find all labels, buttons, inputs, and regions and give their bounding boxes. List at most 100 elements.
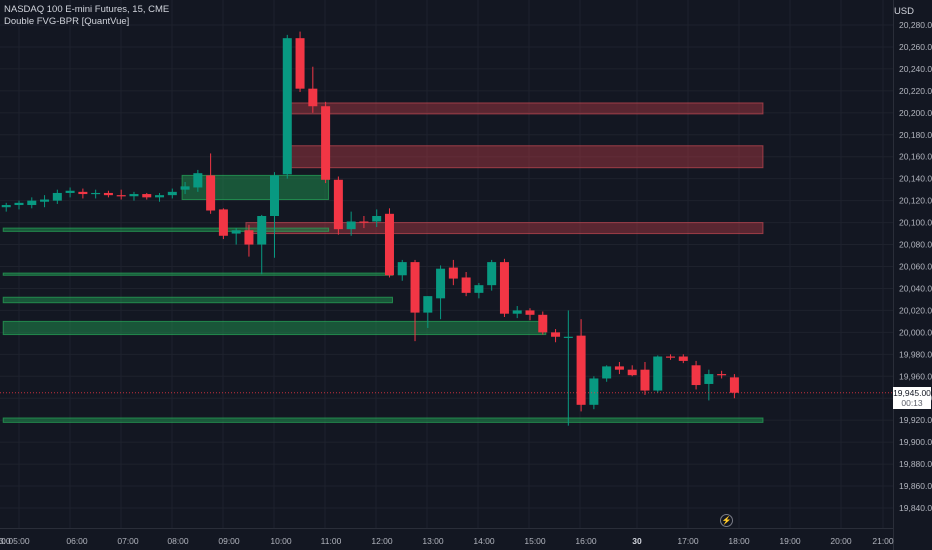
price-tick-label: 20,140.00 bbox=[899, 174, 932, 184]
lightning-icon[interactable]: ⚡ bbox=[720, 514, 733, 527]
price-tick-label: 20,080.00 bbox=[899, 240, 932, 250]
candle-body bbox=[576, 335, 586, 405]
fvg-zones bbox=[2, 102, 764, 423]
candle bbox=[717, 370, 727, 379]
candle-body bbox=[448, 267, 458, 279]
time-tick-label: 07:00 bbox=[117, 536, 139, 546]
candle-body bbox=[359, 221, 369, 223]
time-tick-label: 17:00 bbox=[677, 536, 699, 546]
candle bbox=[78, 188, 88, 199]
candle bbox=[397, 259, 407, 281]
price-tick-label: 20,200.00 bbox=[899, 108, 932, 118]
bearish-fvg-zone bbox=[283, 145, 764, 169]
candle-body bbox=[155, 195, 165, 198]
candle bbox=[1, 202, 11, 212]
candle-body bbox=[653, 356, 663, 391]
candle-body bbox=[538, 314, 548, 333]
candle-body bbox=[321, 106, 331, 180]
candle bbox=[270, 172, 279, 258]
price-tick-label: 20,240.00 bbox=[899, 64, 932, 74]
candle bbox=[436, 265, 446, 320]
candle-body bbox=[640, 369, 650, 391]
candle bbox=[167, 188, 177, 199]
candle-body bbox=[282, 38, 292, 175]
candle-body bbox=[91, 192, 101, 195]
candle-body bbox=[244, 230, 254, 245]
candle-body bbox=[729, 377, 739, 393]
candle bbox=[487, 259, 497, 291]
price-tick-label: 20,220.00 bbox=[899, 86, 932, 96]
symbol-title[interactable]: NASDAQ 100 E-mini Futures, 15, CME bbox=[4, 4, 170, 15]
last-price-tag: 19,945.00 00:13 bbox=[893, 386, 931, 409]
candle-body bbox=[717, 374, 727, 376]
candle-body bbox=[14, 202, 24, 206]
candle bbox=[321, 101, 331, 184]
price-tick-label: 19,900.00 bbox=[899, 437, 932, 447]
candle-body bbox=[218, 209, 228, 236]
price-tick-label: 19,880.00 bbox=[899, 459, 932, 469]
price-tick-label: 20,020.00 bbox=[899, 305, 932, 315]
time-tick-label: 23: bbox=[0, 536, 6, 546]
candle-body bbox=[40, 199, 50, 202]
candle-body bbox=[65, 190, 75, 193]
price-tick-label: 19,960.00 bbox=[899, 371, 932, 381]
candle bbox=[551, 329, 561, 343]
candle-body bbox=[1, 205, 11, 208]
candle bbox=[180, 181, 190, 195]
candle-body bbox=[333, 179, 343, 230]
candle-body bbox=[691, 365, 701, 386]
candle bbox=[525, 308, 535, 321]
bar-countdown: 00:13 bbox=[901, 397, 923, 408]
bullish-fvg-zone bbox=[2, 417, 764, 423]
price-tick-label: 20,260.00 bbox=[899, 42, 932, 52]
candlestick-series bbox=[1, 31, 739, 426]
bullish-fvg-zone bbox=[181, 174, 330, 201]
candle bbox=[627, 365, 637, 377]
candle-body bbox=[167, 191, 177, 196]
price-tick-label: 20,180.00 bbox=[899, 130, 932, 140]
price-tick-label: 20,120.00 bbox=[899, 196, 932, 206]
candle bbox=[218, 208, 228, 240]
candle bbox=[474, 282, 484, 299]
candle bbox=[91, 189, 101, 199]
candle-body bbox=[206, 175, 216, 211]
candle bbox=[678, 354, 688, 364]
candle bbox=[27, 197, 37, 209]
candle bbox=[576, 319, 586, 412]
candle bbox=[116, 189, 126, 200]
candle bbox=[282, 34, 292, 179]
candle bbox=[589, 376, 599, 410]
candle bbox=[231, 228, 241, 245]
candle bbox=[372, 209, 382, 227]
time-tick-label: 09:00 bbox=[218, 536, 240, 546]
time-tick-label: 14:00 bbox=[473, 536, 495, 546]
candle bbox=[499, 258, 509, 317]
candle-body bbox=[270, 175, 279, 217]
candle-body bbox=[563, 336, 573, 338]
candle-body bbox=[346, 221, 356, 230]
candle bbox=[359, 216, 369, 229]
time-tick-label: 20:00 bbox=[830, 536, 852, 546]
candle-body bbox=[436, 268, 446, 299]
indicator-title[interactable]: Double FVG-BPR [QuantVue] bbox=[4, 16, 130, 27]
time-tick-label: 13:00 bbox=[422, 536, 444, 546]
candle bbox=[14, 200, 24, 210]
price-tick-label: 19,860.00 bbox=[899, 481, 932, 491]
candle-body bbox=[103, 192, 113, 196]
candle-body bbox=[384, 213, 394, 276]
candle bbox=[346, 211, 356, 236]
time-tick-label: 08:00 bbox=[167, 536, 189, 546]
time-tick-label: 05:00 bbox=[8, 536, 30, 546]
candle-body bbox=[602, 366, 612, 379]
candle bbox=[614, 362, 624, 375]
bullish-fvg-zone bbox=[2, 227, 330, 232]
bullish-fvg-zone bbox=[2, 320, 547, 336]
currency-label[interactable]: USD bbox=[893, 6, 914, 17]
price-tick-label: 20,060.00 bbox=[899, 262, 932, 272]
candle bbox=[410, 259, 420, 342]
candle-body bbox=[295, 38, 305, 89]
last-price-value: 19,945.00 bbox=[893, 387, 931, 398]
candle bbox=[333, 176, 343, 235]
candle bbox=[244, 224, 254, 257]
